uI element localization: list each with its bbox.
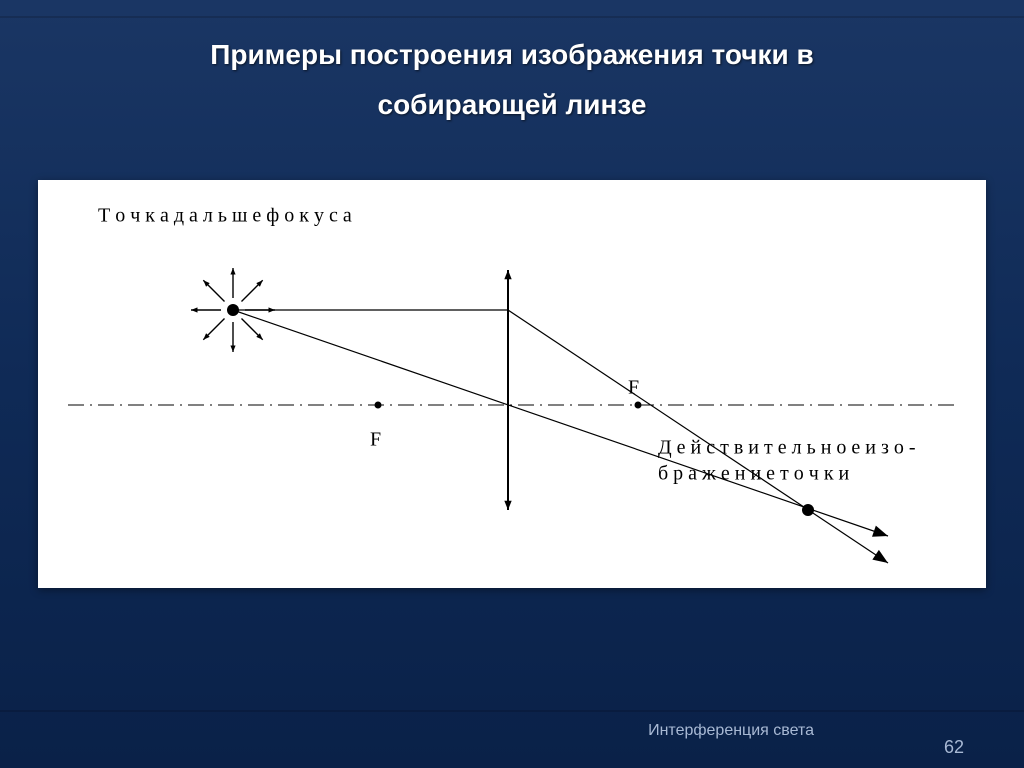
svg-text:б р а ж е н и е т о ч к и: б р а ж е н и е т о ч к и	[658, 463, 850, 485]
page-number: 62	[944, 737, 964, 758]
lens-diagram: Т о ч к а д а л ь ш е ф о к у с а F F Д е й…	[38, 180, 986, 588]
footer-text: Интерференция света	[648, 722, 814, 740]
slide: Примеры построения изображения точки в с…	[0, 0, 1024, 768]
svg-text:F: F	[628, 377, 639, 399]
slide-title: Примеры построения изображения точки в с…	[0, 0, 1024, 131]
svg-text:Д е й с т в и т е л ь н о е: Д е й с т в и т е л ь н о е и з о -	[658, 437, 916, 459]
svg-text:Т о ч к а д а л ь ш е ф о: Т о ч к а д а л ь ш е ф о к у с а	[98, 205, 352, 227]
svg-text:F: F	[370, 429, 381, 451]
title-line2: собирающей линзе	[378, 89, 647, 120]
diagram-area: Т о ч к а д а л ь ш е ф о к у с а F F Д е й…	[38, 180, 986, 588]
title-line1: Примеры построения изображения точки в	[210, 39, 814, 70]
